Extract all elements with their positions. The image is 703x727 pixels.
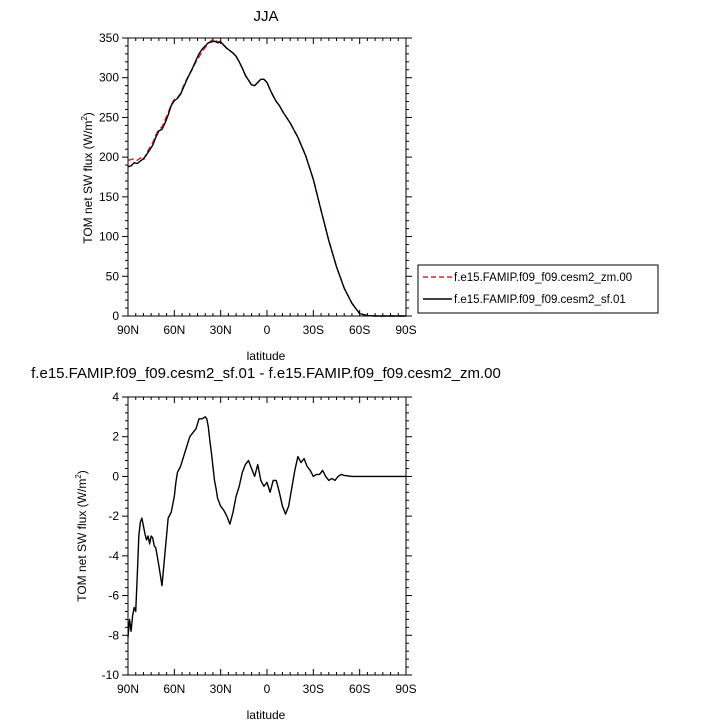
bottom-y-label-main: TOM net SW flux (W/m [75,479,89,602]
bottom-y-label-tail: ) [75,470,89,474]
legend: f.e15.FAMIP.f09_f09.cesm2_zm.00 f.e15.FA… [417,264,659,314]
top-y-tick-label: 200 [99,150,119,164]
top-x-tick-label: 30N [210,323,232,337]
legend-label-sf01: f.e15.FAMIP.f09_f09.cesm2_sf.01 [454,294,626,306]
legend-label-zm00: f.e15.FAMIP.f09_f09.cesm2_zm.00 [454,272,632,284]
bottom-x-tick-label: 30N [210,682,232,696]
top-y-tick-label: 100 [99,230,119,244]
top-panel: JJA 90N 60N 30N 0 30S 60S 90S 0 50 100 150 200 250 30… [80,8,659,363]
top-y-label-superscript: 2 [80,116,89,121]
top-y-tick-label: 250 [99,110,119,124]
top-series-line-1 [127,40,406,317]
top-x-tick-label: 60S [349,323,370,337]
top-y-label-tail: ) [81,112,95,116]
bottom-y-tick-label: 0 [112,469,119,483]
top-y-tick-label: 350 [99,31,119,45]
bottom-x-tick-label: 90S [395,682,416,696]
top-series-line-0 [127,38,406,317]
top-chart-title: JJA [253,8,278,25]
bottom-y-tick-label: -10 [102,668,120,682]
bottom-series-line-0 [127,416,406,638]
top-y-tick-label: 300 [99,71,119,85]
top-x-tick-label: 0 [264,323,271,337]
bottom-y-tick-label: -6 [108,589,119,603]
bottom-y-tick-label: -2 [108,509,119,523]
top-x-tick-label: 60N [163,323,185,337]
bottom-plot-area: 90N 60N 30N 0 30S 60S 90S -10 -8 -6 -4 -2 0 2 4 [102,390,417,696]
bottom-plot-frame [127,396,407,676]
bottom-y-label-superscript: 2 [74,474,83,479]
bottom-y-axis-label: TOM net SW flux (W/m2) [74,470,89,602]
top-x-tick-label: 90N [117,323,139,337]
bottom-y-tick-label: -8 [108,628,119,642]
legend-box [417,264,659,314]
bottom-panel: f.e15.FAMIP.f09_f09.cesm2_sf.01 - f.e15.… [31,365,501,722]
bottom-x-tick-label: 90N [117,682,139,696]
top-x-axis-label: latitude [247,349,286,363]
top-plot-area: 90N 60N 30N 0 30S 60S 90S 0 50 100 150 200 250 300 350 [99,31,417,337]
bottom-y-tick-label: 2 [112,430,119,444]
top-y-label-main: TOM net SW flux (W/m [81,121,95,244]
bottom-x-axis-label: latitude [247,708,286,722]
top-plot-frame [127,37,407,317]
top-y-tick-label: 0 [112,309,119,323]
bottom-x-tick-label: 30S [303,682,324,696]
bottom-x-tick-label: 0 [264,682,271,696]
top-x-tick-label: 30S [303,323,324,337]
top-y-axis-label: TOM net SW flux (W/m2) [80,112,95,244]
top-x-tick-label: 90S [395,323,416,337]
bottom-x-tick-label: 60S [349,682,370,696]
top-y-tick-label: 150 [99,190,119,204]
bottom-x-tick-label: 60N [163,682,185,696]
bottom-y-tick-label: 4 [112,390,119,404]
bottom-chart-title: f.e15.FAMIP.f09_f09.cesm2_sf.01 - f.e15.… [31,365,501,382]
top-y-tick-label: 50 [106,269,120,283]
bottom-y-tick-label: -4 [108,549,119,563]
